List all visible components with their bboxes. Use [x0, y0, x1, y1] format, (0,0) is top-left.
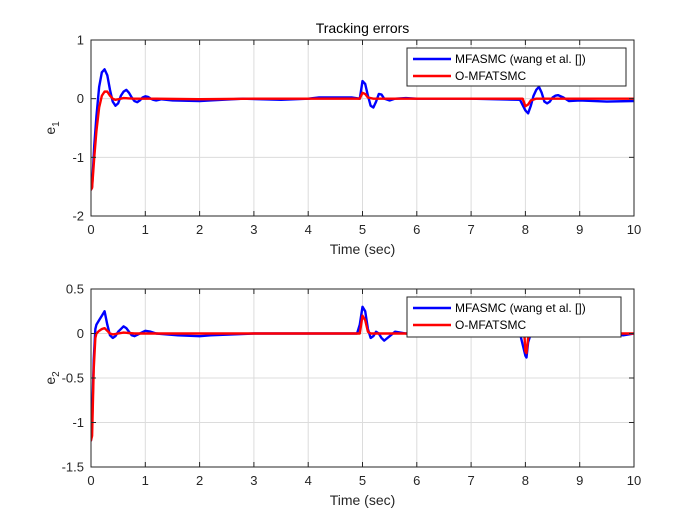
x-tick-label: 0: [87, 222, 94, 237]
y-tick-label: 1: [77, 33, 84, 48]
x-tick-label: 9: [576, 473, 583, 488]
legend-label: O-MFATSMC: [455, 69, 526, 83]
y-tick-label: -2: [72, 209, 84, 224]
x-tick-label: 5: [359, 473, 366, 488]
legend-box: [406, 47, 627, 87]
legend-box: [406, 296, 622, 338]
x-tick-label: 7: [467, 222, 474, 237]
x-tick-label: 1: [142, 222, 149, 237]
series-group: [91, 68, 634, 191]
x-tick-label: 3: [250, 473, 257, 488]
x-tick-label: 8: [522, 222, 529, 237]
legend: MFASMC (wang et al. []) O-MFATSMC: [406, 296, 622, 338]
chart-2: 0 1 2 3 4 5 6 7 8 9 10 -1.5 -1 -0.5 0 0.5 Time (sec) e2 MF…: [42, 282, 641, 509]
y-tick-label: -1: [72, 150, 84, 165]
y-axis-label: e2: [42, 371, 62, 385]
x-tick-label: 6: [413, 222, 420, 237]
x-tick-label: 10: [627, 473, 641, 488]
series-line-o-mfatsmc: [91, 90, 634, 191]
x-axis-label: Time (sec): [330, 241, 396, 257]
x-tick-label: 9: [576, 222, 583, 237]
x-tick-label: 7: [467, 473, 474, 488]
y-tick-label: -1: [72, 415, 84, 430]
y-tick-label: 0.5: [66, 282, 84, 297]
x-tick-label: 2: [196, 473, 203, 488]
chart-1: 0 1 2 3 4 5 6 7 8 9 10 -2 -1 0 1 Tracking errors Time (s…: [42, 20, 641, 257]
y-tick-label: 0: [77, 91, 84, 106]
legend-label: O-MFATSMC: [455, 318, 526, 332]
legend: MFASMC (wang et al. []) O-MFATSMC: [406, 47, 627, 87]
legend-label: MFASMC (wang et al. []): [455, 52, 586, 66]
chart-title: Tracking errors: [316, 20, 410, 36]
y-tick-label: -0.5: [62, 371, 84, 386]
y-tick-label: -1.5: [62, 460, 84, 475]
x-tick-label: 1: [142, 473, 149, 488]
x-tick-label: 0: [87, 473, 94, 488]
x-tick-label: 8: [522, 473, 529, 488]
x-tick-label: 4: [305, 473, 312, 488]
series-line-o-mfatsmc: [91, 314, 634, 442]
x-tick-label: 10: [627, 222, 641, 237]
x-tick-label: 3: [250, 222, 257, 237]
y-tick-label: 0: [77, 326, 84, 341]
y-axis-label: e1: [42, 121, 62, 135]
x-tick-label: 6: [413, 473, 420, 488]
x-axis-label: Time (sec): [330, 492, 396, 508]
x-tick-label: 5: [359, 222, 366, 237]
x-tick-label: 2: [196, 222, 203, 237]
x-tick-label: 4: [305, 222, 312, 237]
legend-label: MFASMC (wang et al. []): [455, 301, 586, 315]
